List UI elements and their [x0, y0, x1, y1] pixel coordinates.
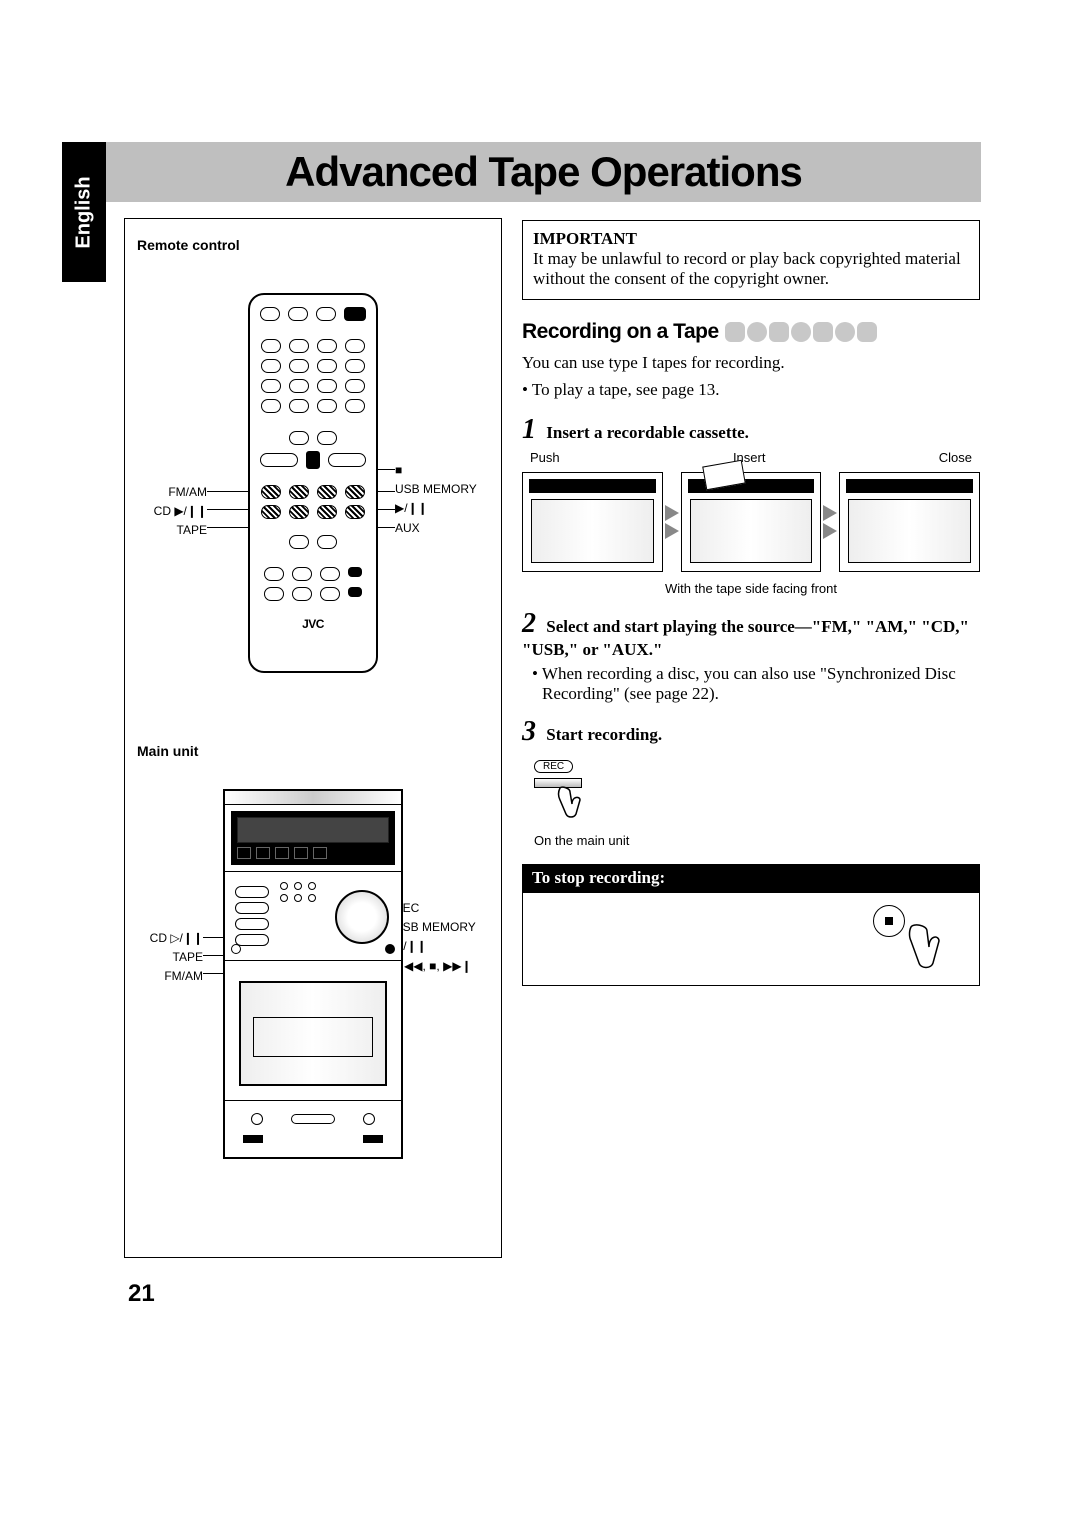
decor-dot	[835, 322, 855, 342]
label-cd-play: CD ▶/❙❙	[151, 502, 207, 521]
section-heading-row: Recording on a Tape	[522, 320, 980, 344]
stop-heading-bar: To stop recording:	[522, 864, 980, 892]
important-body: It may be unlawful to record or play bac…	[533, 249, 961, 288]
step-1-sublabels: Push Insert Close	[530, 450, 972, 465]
intro-line-1: You can use type I tapes for recording.	[522, 352, 980, 375]
step-1-title: Insert a recordable cassette.	[546, 423, 749, 442]
remote-diagram: FM/AM CD ▶/❙❙ TAPE ■ USB MEMORY ▶/❙❙ AUX	[137, 263, 489, 703]
important-box: IMPORTANT It may be unlawful to record o…	[522, 220, 980, 300]
main-unit-diagram: CD ▷/❙❙ TAPE FM/AM REC USB MEMORY ▷/❙❙ ❙…	[137, 769, 489, 1199]
remote-brand: JVC	[302, 617, 324, 631]
mu-label-transport: ❙◀◀, ■, ▶▶❙	[394, 957, 489, 976]
label-play-pause: ▶/❙❙	[395, 499, 485, 518]
stop-heading: To stop recording:	[532, 868, 665, 887]
left-column: Remote control FM/AM CD ▶/❙❙ TAPE ■ USB …	[124, 218, 502, 1258]
step-3-title: Start recording.	[546, 725, 662, 744]
label-fm-am: FM/AM	[151, 483, 207, 502]
language-tab: English	[62, 142, 106, 282]
main-unit-body	[223, 789, 403, 1159]
step-3: 3 Start recording. REC On the main unit	[522, 716, 980, 848]
mu-label-cd: CD ▷/❙❙	[145, 929, 203, 948]
step-2-bullet: • When recording a disc, you can also us…	[542, 664, 980, 704]
arrow-icon	[669, 505, 675, 539]
page-number: 21	[128, 1280, 155, 1308]
mu-label-fmam: FM/AM	[145, 967, 203, 986]
remote-heading: Remote control	[137, 237, 489, 253]
mu-label-rec: REC	[394, 899, 489, 918]
cassette-diagram-row	[522, 467, 980, 577]
step-2-number: 2	[522, 608, 536, 639]
remote-labels-left: FM/AM CD ▶/❙❙ TAPE	[151, 483, 207, 541]
rec-label: REC	[534, 760, 573, 773]
title-bar: Advanced Tape Operations	[106, 142, 981, 202]
decor-dot	[747, 322, 767, 342]
mu-label-tape: TAPE	[145, 948, 203, 967]
cassette-close	[839, 472, 980, 572]
important-heading: IMPORTANT	[533, 229, 637, 248]
page-title: Advanced Tape Operations	[285, 148, 802, 196]
step-2: 2 Select and start playing the source—"F…	[522, 608, 980, 704]
step-2-title: Select and start playing the source—"FM,…	[522, 617, 969, 659]
step-3-caption: On the main unit	[534, 833, 980, 848]
intro-line-2: • To play a tape, see page 13.	[522, 379, 980, 402]
mu-label-play-pause: ▷/❙❙	[394, 937, 489, 956]
main-unit-heading: Main unit	[137, 743, 489, 759]
label-aux: AUX	[395, 519, 485, 538]
step-3-number: 3	[522, 716, 536, 747]
mu-label-usb: USB MEMORY	[394, 918, 489, 937]
sublabel-close: Close	[939, 450, 972, 465]
mu-labels-left: CD ▷/❙❙ TAPE FM/AM	[145, 929, 203, 987]
mu-labels-right: REC USB MEMORY ▷/❙❙ ❙◀◀, ■, ▶▶❙	[394, 899, 489, 976]
label-stop-icon: ■	[395, 461, 485, 480]
decor-dot	[725, 322, 745, 342]
rec-button-diagram: REC	[534, 754, 594, 827]
right-column: IMPORTANT It may be unlawful to record o…	[522, 220, 980, 986]
finger-icon	[552, 786, 588, 822]
step-1: 1 Insert a recordable cassette. Push Ins…	[522, 414, 980, 596]
decor-dot	[857, 322, 877, 342]
decor-dot	[769, 322, 789, 342]
cassette-push	[522, 472, 663, 572]
step-1-number: 1	[522, 414, 536, 445]
sublabel-push: Push	[530, 450, 560, 465]
decor-dot	[813, 322, 833, 342]
cassette-insert	[681, 472, 822, 572]
step-1-caption: With the tape side facing front	[522, 581, 980, 596]
language-label: English	[73, 176, 96, 248]
arrow-icon	[827, 505, 833, 539]
stop-box	[522, 892, 980, 986]
remote-body: JVC	[248, 293, 378, 673]
finger-icon	[899, 923, 949, 973]
label-usb-memory: USB MEMORY	[395, 480, 485, 499]
label-tape: TAPE	[151, 521, 207, 540]
section-heading: Recording on a Tape	[522, 320, 719, 344]
remote-labels-right: ■ USB MEMORY ▶/❙❙ AUX	[395, 461, 485, 538]
decor-dot	[791, 322, 811, 342]
